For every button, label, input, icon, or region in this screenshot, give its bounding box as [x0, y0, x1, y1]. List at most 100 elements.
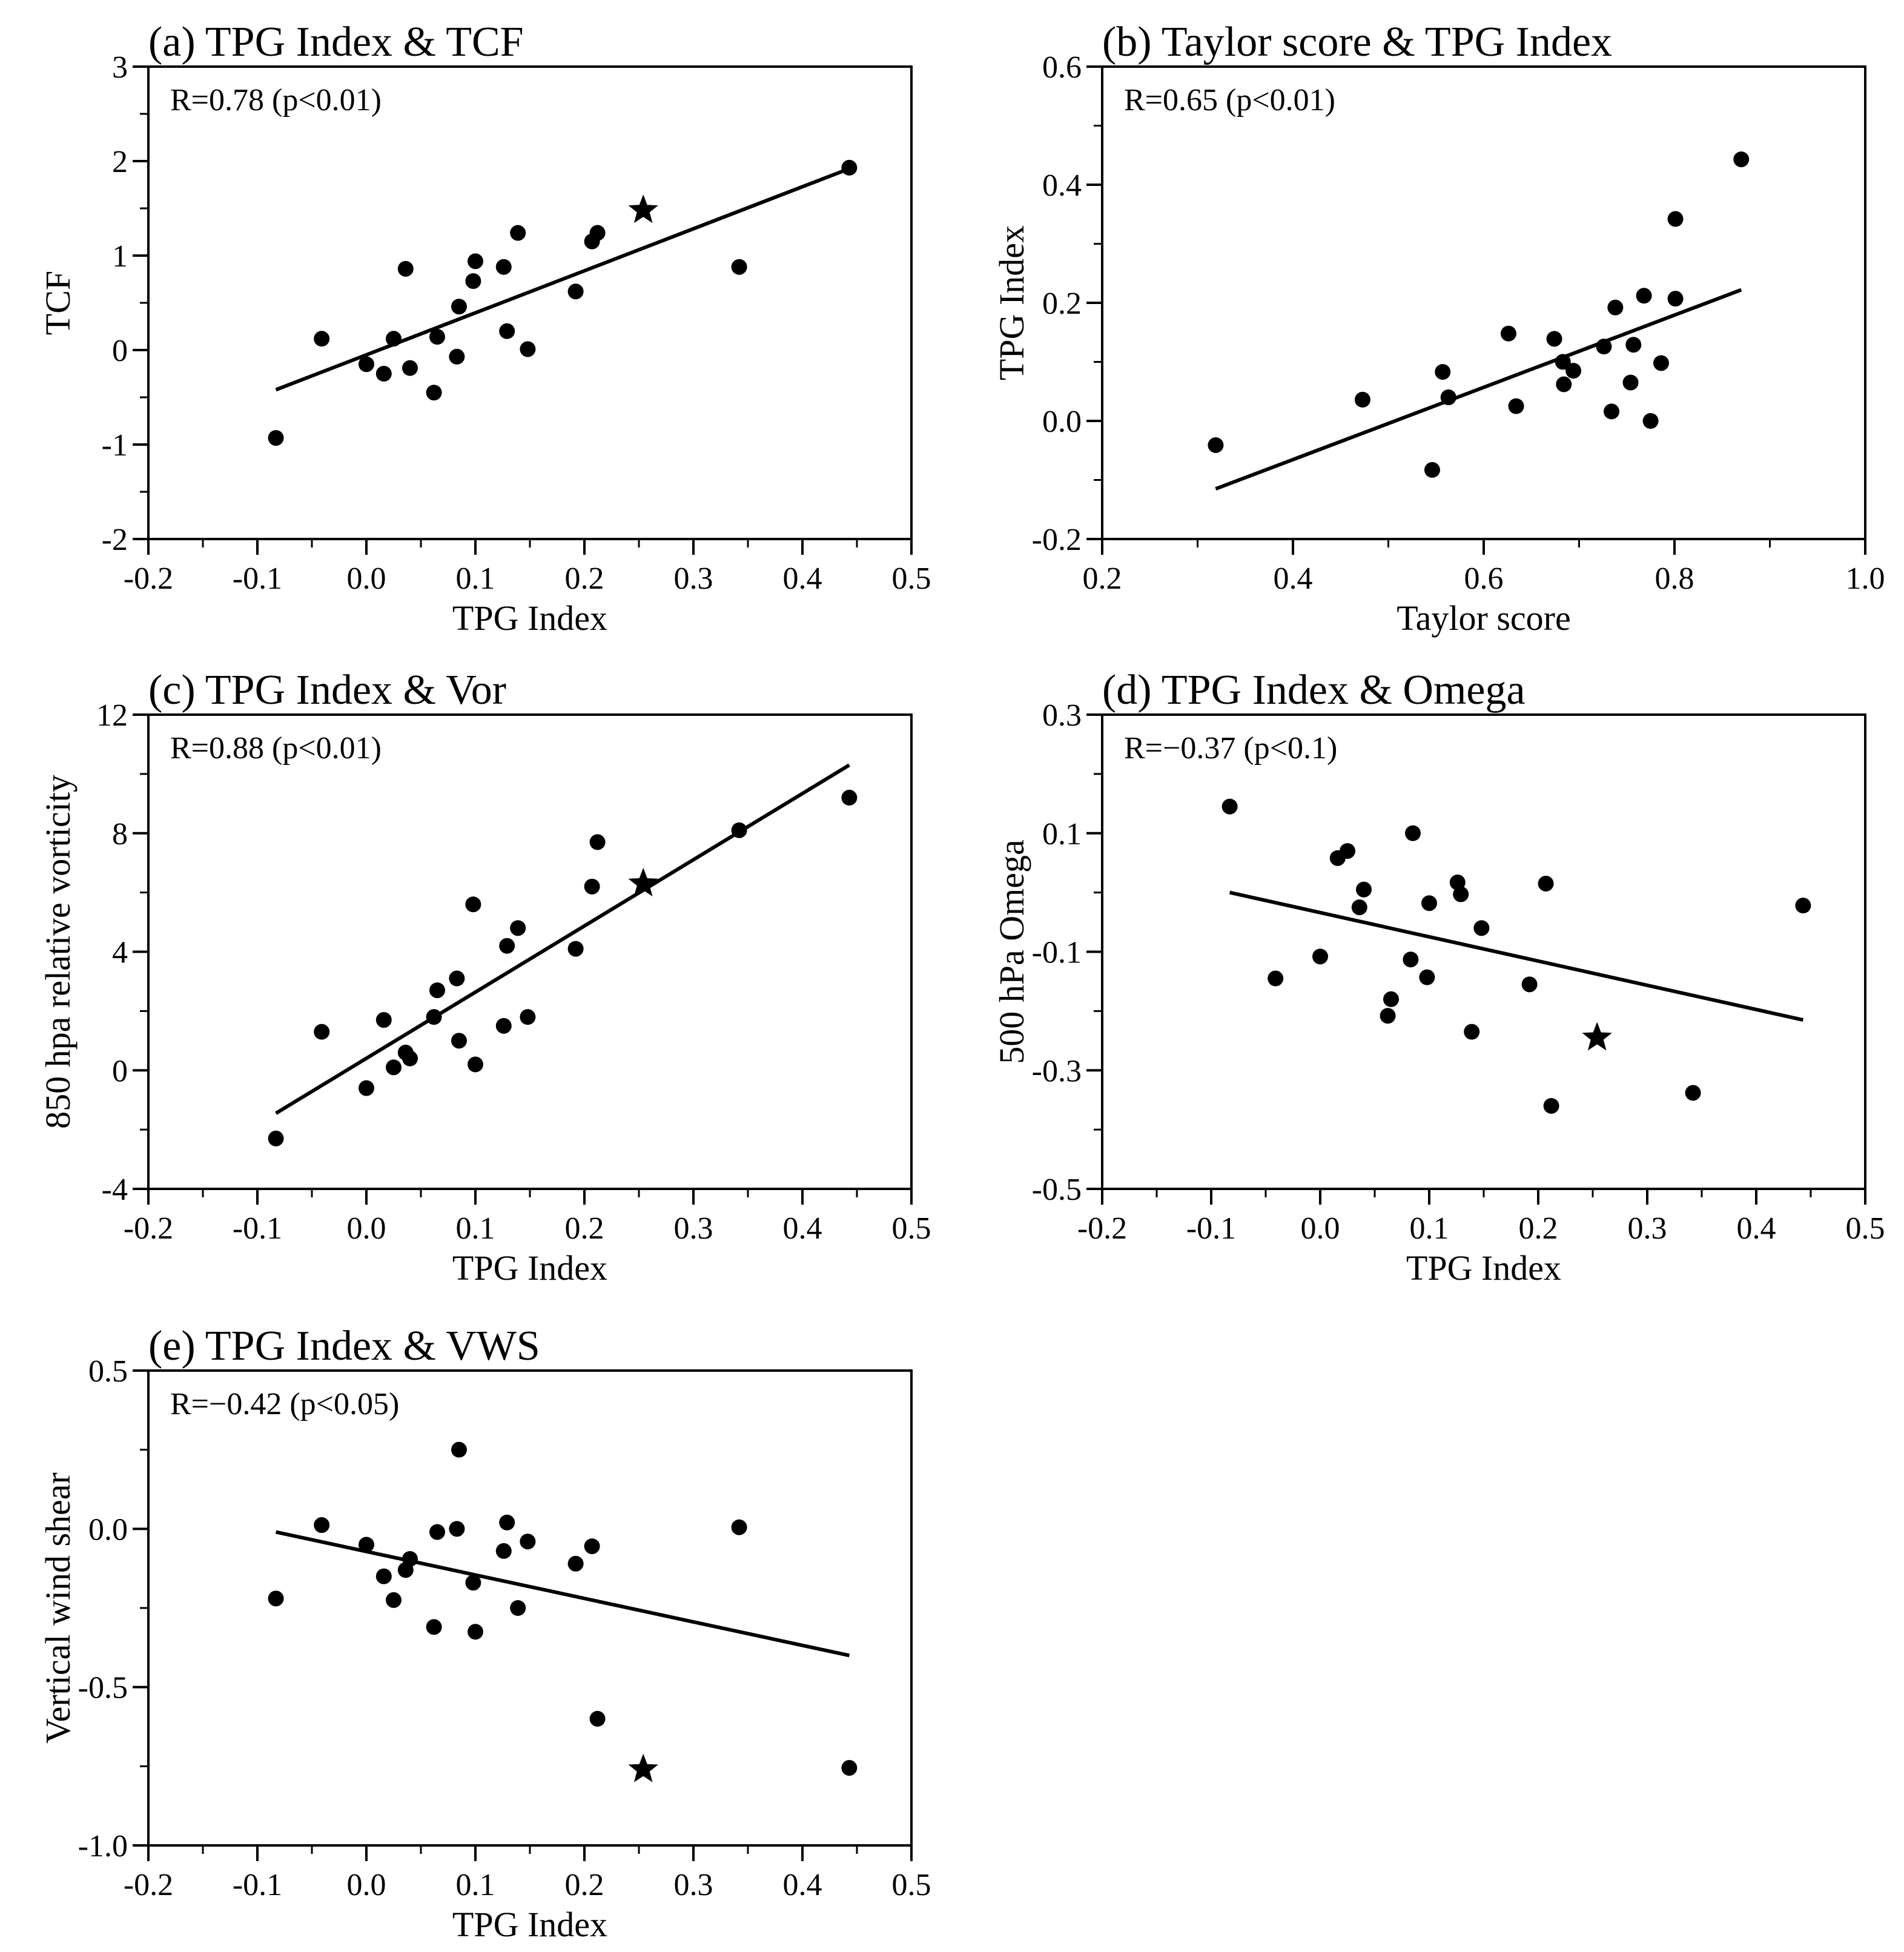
correlation-label: R=−0.37 (p<0.1)	[1124, 731, 1337, 766]
y-axis-label: Vertical wind shear	[38, 1472, 78, 1744]
data-point	[1473, 920, 1490, 936]
x-axis-label: TPG Index	[452, 1905, 607, 1944]
data-point	[1419, 969, 1435, 985]
y-axis-label: TCF	[38, 271, 78, 335]
y-tick-label: 0.5	[88, 1354, 128, 1389]
regression-line	[1215, 288, 1742, 491]
data-point	[451, 299, 467, 315]
data-point	[465, 1575, 481, 1591]
regression-line	[1229, 890, 1804, 1022]
x-tick-label: 0.3	[674, 561, 713, 596]
star-marker	[628, 1753, 658, 1782]
data-point	[495, 1017, 512, 1034]
data-point	[426, 385, 442, 401]
data-point	[495, 1543, 512, 1559]
x-tick-label: 0.2	[1083, 561, 1122, 596]
data-point	[386, 331, 402, 347]
x-tick-label: 0.2	[565, 561, 604, 596]
x-tick-label: -0.1	[233, 561, 282, 596]
x-tick-label: 0.4	[1274, 561, 1313, 596]
data-point	[429, 329, 445, 345]
data-point	[495, 259, 512, 275]
data-point	[1622, 374, 1639, 391]
x-tick-label: 0.1	[1410, 1211, 1449, 1246]
correlation-label: R=−0.42 (p<0.05)	[170, 1387, 399, 1421]
data-point	[468, 253, 483, 270]
data-point	[426, 1619, 442, 1635]
data-point	[1596, 339, 1612, 355]
data-point	[465, 896, 481, 913]
y-tick-label: 0.3	[1042, 698, 1082, 733]
y-tick-label: 0.4	[1042, 168, 1082, 203]
data-point	[386, 1059, 402, 1076]
data-point	[314, 331, 330, 347]
y-tick-label: -1.0	[78, 1829, 128, 1864]
data-point	[397, 260, 414, 277]
y-tick-label: 1	[112, 239, 128, 274]
y-tick-label: 3	[112, 50, 128, 85]
x-tick-label: 0.5	[892, 1211, 931, 1246]
panel-d: -0.2 -0.1 0.0 0.1 0.2 0.3 0.4 0.5 -0.5 -0.3 -0.1 0.…	[992, 667, 1885, 1288]
data-point	[451, 1441, 467, 1458]
data-point	[386, 1592, 402, 1608]
data-point	[468, 1624, 483, 1640]
data-point	[499, 938, 515, 954]
data-point	[1405, 825, 1421, 841]
data-point	[510, 920, 526, 936]
data-point	[1607, 299, 1624, 316]
data-point	[499, 1514, 515, 1530]
x-axis-label: Taylor score	[1397, 598, 1570, 638]
data-point	[841, 159, 858, 176]
y-tick-label: 0.0	[88, 1512, 128, 1547]
y-axis-label: TPG Index	[992, 225, 1031, 380]
data-point	[1221, 798, 1238, 815]
data-point	[731, 259, 747, 275]
data-point	[584, 1538, 600, 1555]
y-tick-label: -0.2	[1032, 523, 1082, 557]
data-point	[375, 366, 392, 382]
x-tick-label: 0.0	[347, 1211, 386, 1246]
data-point	[426, 1009, 442, 1025]
x-tick-label: 0.2	[565, 1868, 604, 1902]
x-tick-label: -0.1	[233, 1211, 282, 1246]
star-marker	[628, 867, 658, 896]
data-point	[402, 360, 418, 376]
data-point	[1538, 875, 1554, 892]
x-tick-label: -0.2	[124, 1211, 173, 1246]
y-tick-label: -1	[102, 428, 128, 463]
data-point	[1667, 211, 1684, 227]
data-point	[1555, 354, 1571, 370]
x-tick-label: 0.2	[565, 1211, 604, 1246]
y-tick-label: -4	[102, 1173, 128, 1207]
data-point	[1625, 337, 1642, 353]
data-point	[1354, 391, 1370, 408]
x-tick-label: 0.3	[674, 1211, 713, 1246]
y-tick-label: 0.2	[1042, 286, 1082, 321]
x-axis-label: TPG Index	[1406, 1248, 1561, 1288]
data-point	[520, 1533, 536, 1550]
plot-frame	[147, 1369, 913, 1847]
data-point	[1453, 886, 1469, 902]
data-point	[567, 283, 584, 300]
data-point	[449, 970, 465, 987]
data-point	[1546, 331, 1562, 347]
y-tick-label: 0	[112, 334, 128, 368]
data-point	[1424, 462, 1440, 478]
x-tick-label: 0.3	[674, 1868, 713, 1902]
data-point	[510, 225, 526, 241]
y-tick-label: 0	[112, 1054, 128, 1088]
x-axis-label: TPG Index	[452, 598, 607, 638]
data-point	[451, 1033, 467, 1049]
data-point	[375, 1012, 392, 1028]
x-tick-label: 0.4	[783, 1211, 822, 1246]
y-tick-label: 0.0	[1042, 405, 1082, 439]
panel-title: (d) TPG Index & Omega	[1102, 667, 1526, 713]
x-tick-label: 0.0	[1301, 1211, 1340, 1246]
plot-frame	[147, 713, 913, 1190]
x-tick-label: 0.4	[783, 1868, 822, 1902]
data-point	[589, 225, 606, 241]
plot-frame	[1101, 65, 1866, 540]
x-tick-label: 0.3	[1628, 1211, 1667, 1246]
data-point	[1636, 288, 1652, 304]
